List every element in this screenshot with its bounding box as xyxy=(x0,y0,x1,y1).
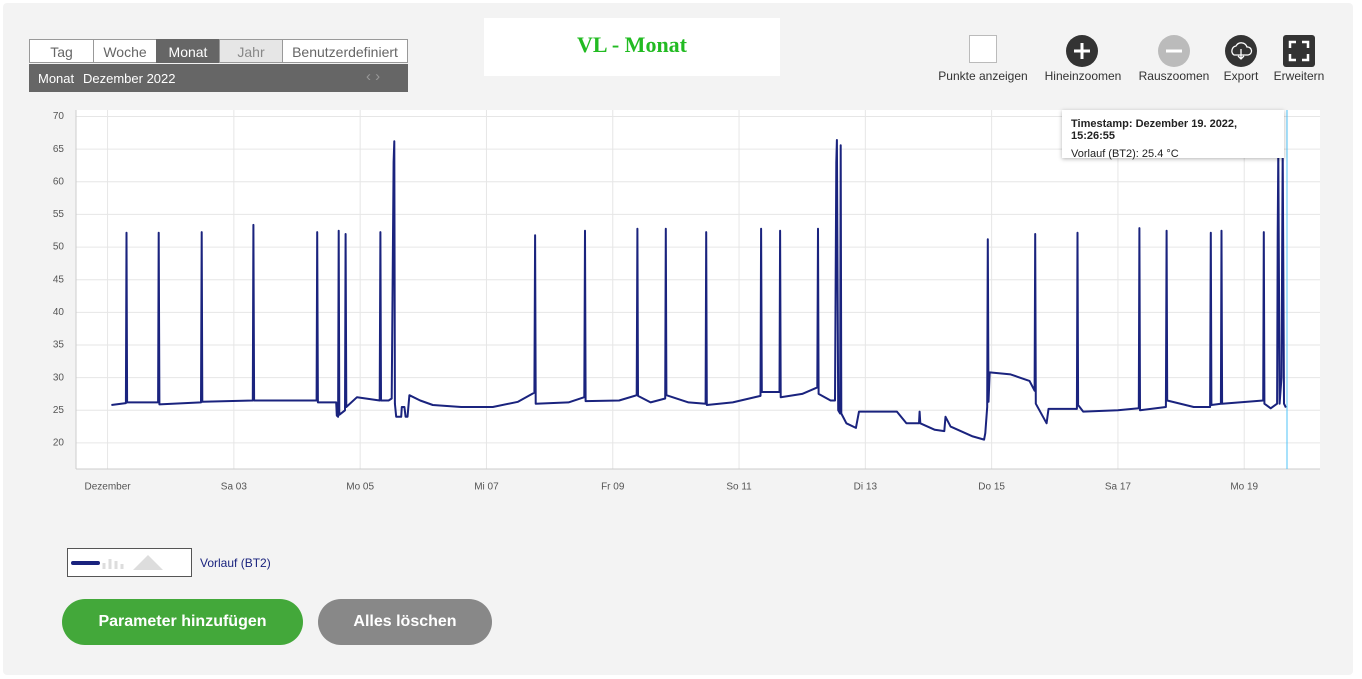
x-tick-label: Di 13 xyxy=(854,482,878,493)
tab-active[interactable]: Monat xyxy=(156,39,220,63)
x-tick-label: So 11 xyxy=(726,482,752,493)
x-tick-label: Mo 19 xyxy=(1230,482,1258,493)
toolbar-label[interactable]: Rauszoomen xyxy=(1138,69,1210,83)
checkbox[interactable] xyxy=(969,35,997,63)
legend-label[interactable]: Vorlauf (BT2) xyxy=(200,556,271,570)
title-box xyxy=(484,18,780,76)
tooltip: Timestamp: Dezember 19. 2022, 15:26:55 V… xyxy=(1062,110,1284,160)
series-line xyxy=(111,139,1287,441)
tab[interactable]: Tag xyxy=(29,39,94,63)
y-tick-label: 50 xyxy=(53,242,65,253)
x-tick-label: Sa 03 xyxy=(221,482,248,493)
clear-button[interactable]: Alles löschen xyxy=(318,599,492,645)
y-tick-label: 70 xyxy=(53,111,65,122)
period-value: Dezember 2022 xyxy=(83,71,176,86)
y-tick-label: 65 xyxy=(53,144,65,155)
tooltip-value: Vorlauf (BT2): 25.4 °C xyxy=(1071,148,1179,160)
y-tick-label: 60 xyxy=(53,176,65,187)
x-tick-label: Do 15 xyxy=(978,482,1005,493)
toolbar-label[interactable]: Punkte anzeigen xyxy=(938,69,1028,83)
toolbar-label[interactable]: Export xyxy=(1223,69,1259,83)
add-button[interactable]: Parameter hinzufügen xyxy=(62,599,303,645)
y-tick-label: 20 xyxy=(53,438,65,449)
x-tick-label: Sa 17 xyxy=(1105,482,1132,493)
period-label: Monat xyxy=(38,71,75,86)
chart: 20 25 30 35 40 45 50 55 60 65 70 Dezember Sa 03 Mo 05… xyxy=(53,110,1320,493)
legend-icon[interactable] xyxy=(67,548,192,577)
x-tick-label: Mo 05 xyxy=(346,482,374,493)
toolbar-label[interactable]: Erweitern xyxy=(1273,69,1325,83)
plot-area xyxy=(76,110,1320,469)
y-tick-label: 25 xyxy=(53,405,65,416)
y-tick-label: 35 xyxy=(53,340,65,351)
y-tick-label: 55 xyxy=(53,209,65,220)
y-tick-label: 45 xyxy=(53,274,65,285)
tooltip-timestamp: Timestamp: Dezember 19. 2022, 15:26:55 xyxy=(1071,118,1238,142)
period-arrows[interactable]: ‹ › xyxy=(366,68,381,85)
period-bar xyxy=(29,64,408,92)
toolbar-icons xyxy=(1066,35,1315,67)
x-tick-label: Dezember xyxy=(85,482,132,493)
y-tick-label: 30 xyxy=(53,372,65,383)
y-tick-label: 40 xyxy=(53,307,65,318)
x-tick-label: Mi 07 xyxy=(474,482,499,493)
tab[interactable]: Benutzerdefiniert xyxy=(282,39,408,63)
x-tick-label: Fr 09 xyxy=(601,482,625,493)
toolbar-label[interactable]: Hineinzoomen xyxy=(1044,69,1122,83)
title: VL - Monat xyxy=(577,32,687,57)
